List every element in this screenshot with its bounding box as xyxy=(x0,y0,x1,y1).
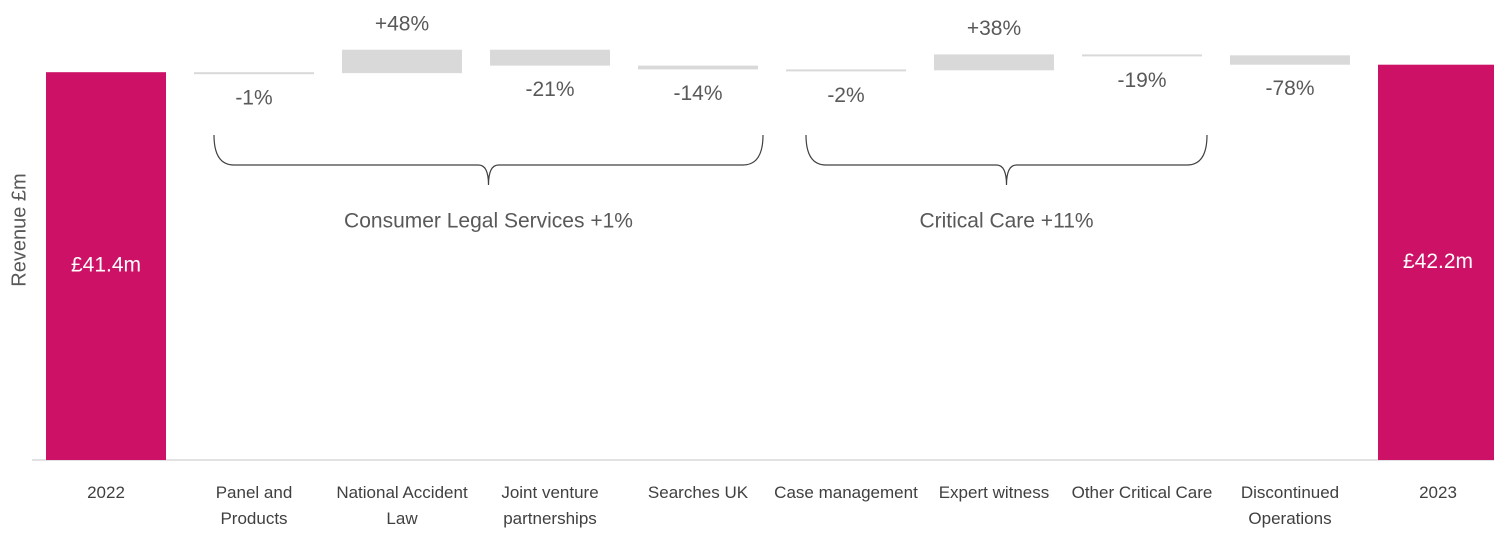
change-bar xyxy=(786,69,906,72)
x-tick-label: Expert witness xyxy=(938,483,1050,502)
group-brace xyxy=(805,134,1208,186)
change-label: -78% xyxy=(1265,77,1314,100)
y-axis-label: Revenue £m xyxy=(8,173,30,286)
group-label: Consumer Legal Services +1% xyxy=(344,210,633,233)
total-bar xyxy=(1378,64,1494,460)
change-bar xyxy=(194,72,314,75)
change-label: -2% xyxy=(827,84,864,107)
change-bar xyxy=(490,49,610,66)
total-label: £42.2m xyxy=(1403,250,1473,273)
change-bar xyxy=(638,65,758,70)
group-label: Critical Care +11% xyxy=(919,210,1093,233)
x-tick-label: 2022 xyxy=(87,483,125,502)
total-bar xyxy=(46,72,166,460)
x-tick-label: Searches UK xyxy=(647,483,749,502)
x-tick-label: 2023 xyxy=(1419,483,1457,502)
change-bar xyxy=(1082,54,1202,57)
x-tick-label: Case management xyxy=(774,483,918,502)
change-label: -1% xyxy=(235,87,272,110)
change-bar xyxy=(1230,55,1350,65)
x-tick-label: National Accident Law xyxy=(336,483,468,528)
change-label: -14% xyxy=(673,82,722,105)
x-tick-label: Other Critical Care xyxy=(1071,483,1213,502)
change-bar xyxy=(934,54,1054,71)
change-label: +48% xyxy=(375,12,429,35)
x-tick-label: Panel and Products xyxy=(215,483,293,528)
change-bar xyxy=(342,49,462,74)
x-tick-label: Joint venture partnerships xyxy=(501,483,599,528)
change-label: -19% xyxy=(1117,69,1166,92)
group-brace xyxy=(213,134,764,186)
change-label: +38% xyxy=(967,17,1021,40)
change-label: -21% xyxy=(525,78,574,101)
x-tick-label: Discontinued Operations xyxy=(1240,483,1340,528)
total-label: £41.4m xyxy=(71,254,141,277)
